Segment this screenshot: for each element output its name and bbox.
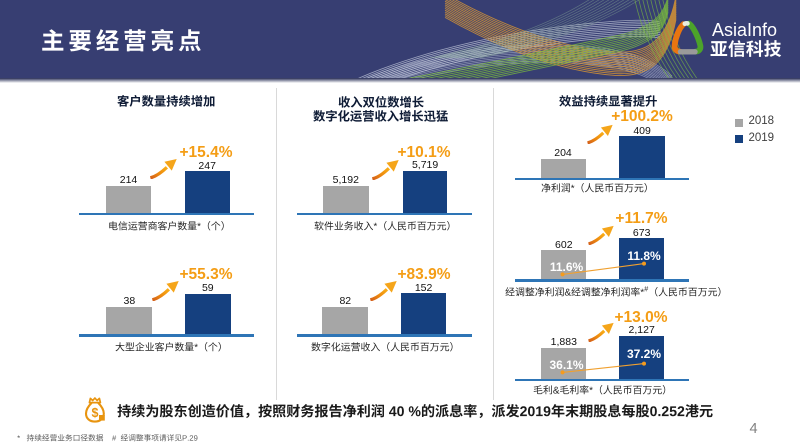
svg-text:$: $: [91, 406, 98, 420]
